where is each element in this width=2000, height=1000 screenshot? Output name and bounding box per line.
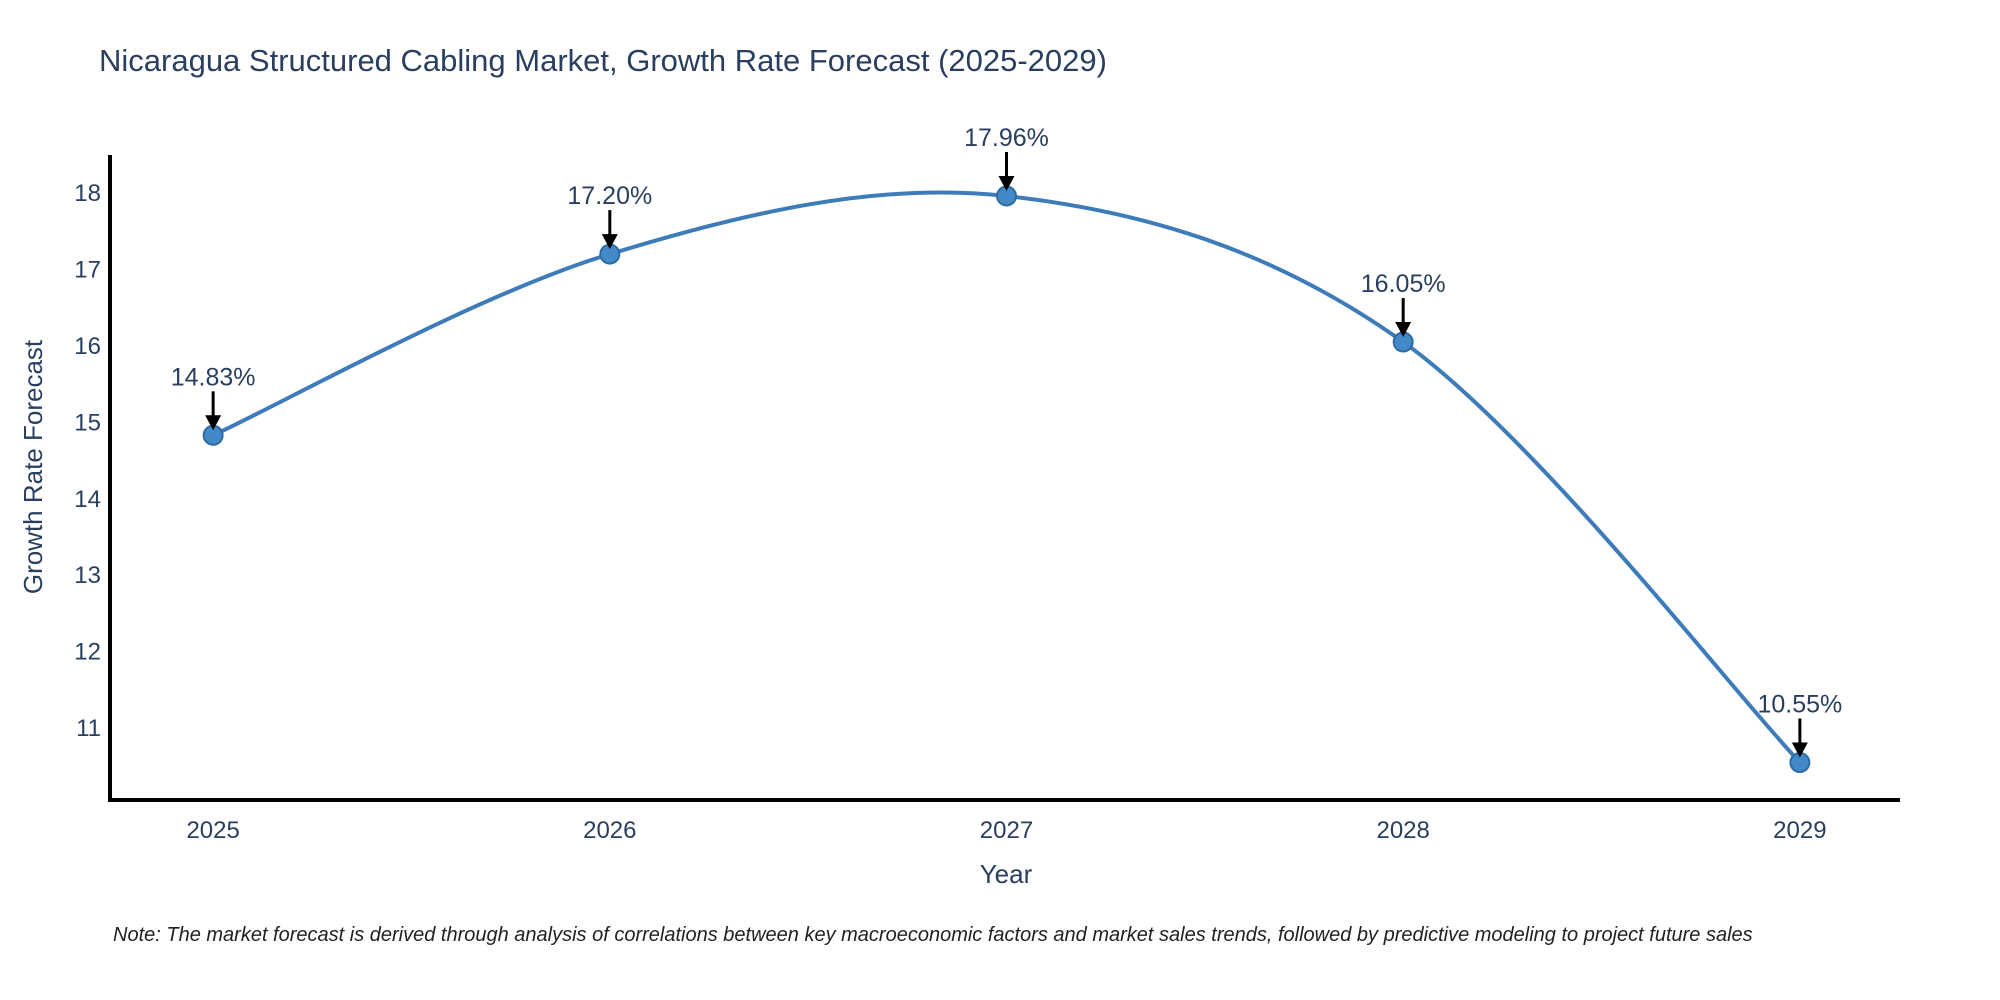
y-tick-label: 13 bbox=[74, 562, 101, 589]
point-annotation: 17.96% bbox=[964, 124, 1049, 191]
point-annotation-label: 17.20% bbox=[567, 182, 652, 210]
annotation-arrowhead-icon bbox=[601, 234, 618, 250]
point-annotation: 14.83% bbox=[171, 363, 256, 431]
series-line bbox=[212, 190, 1802, 764]
x-axis-title: Year bbox=[980, 859, 1033, 889]
footnote: Note: The market forecast is derived thr… bbox=[113, 924, 1753, 946]
annotation-arrowhead-icon bbox=[1791, 742, 1808, 758]
x-tick-label: 2028 bbox=[1376, 817, 1429, 844]
annotation-arrowhead-icon bbox=[1395, 322, 1412, 338]
series-markers bbox=[202, 185, 1811, 774]
y-tick-label: 15 bbox=[74, 409, 101, 436]
y-tick-label: 16 bbox=[74, 333, 101, 360]
y-tick-label: 12 bbox=[74, 639, 101, 666]
y-tick-label: 14 bbox=[74, 486, 101, 513]
annotation-arrowhead-icon bbox=[998, 175, 1015, 191]
annotation-arrowhead-icon bbox=[205, 415, 222, 431]
point-annotation-label: 16.05% bbox=[1361, 270, 1446, 298]
y-tick-label: 18 bbox=[74, 180, 101, 207]
point-annotation-label: 10.55% bbox=[1757, 691, 1842, 719]
x-tick-label: 2026 bbox=[583, 817, 636, 844]
y-tick-label: 17 bbox=[74, 256, 101, 283]
x-tick-label: 2027 bbox=[980, 817, 1033, 844]
y-tick-label: 11 bbox=[76, 715, 101, 742]
x-tick-label: 2029 bbox=[1773, 817, 1826, 844]
point-annotation: 16.05% bbox=[1361, 270, 1446, 338]
x-axis-tick-labels: 2025 2026 2027 2028 2029 bbox=[186, 817, 1826, 844]
chart-title: Nicaragua Structured Cabling Market, Gro… bbox=[99, 43, 1107, 78]
point-annotations: 14.83% 17.20% 17.96% 16.05% 10.55% bbox=[171, 124, 1842, 758]
y-axis-tick-labels: 11 12 13 14 15 16 17 18 bbox=[74, 180, 101, 742]
point-annotation: 17.20% bbox=[567, 182, 652, 250]
point-annotation-label: 17.96% bbox=[964, 124, 1049, 152]
point-annotation-label: 14.83% bbox=[171, 363, 256, 391]
point-annotation: 10.55% bbox=[1757, 691, 1842, 758]
x-tick-label: 2025 bbox=[186, 817, 239, 844]
y-axis-title: Growth Rate Forecast bbox=[18, 339, 48, 594]
